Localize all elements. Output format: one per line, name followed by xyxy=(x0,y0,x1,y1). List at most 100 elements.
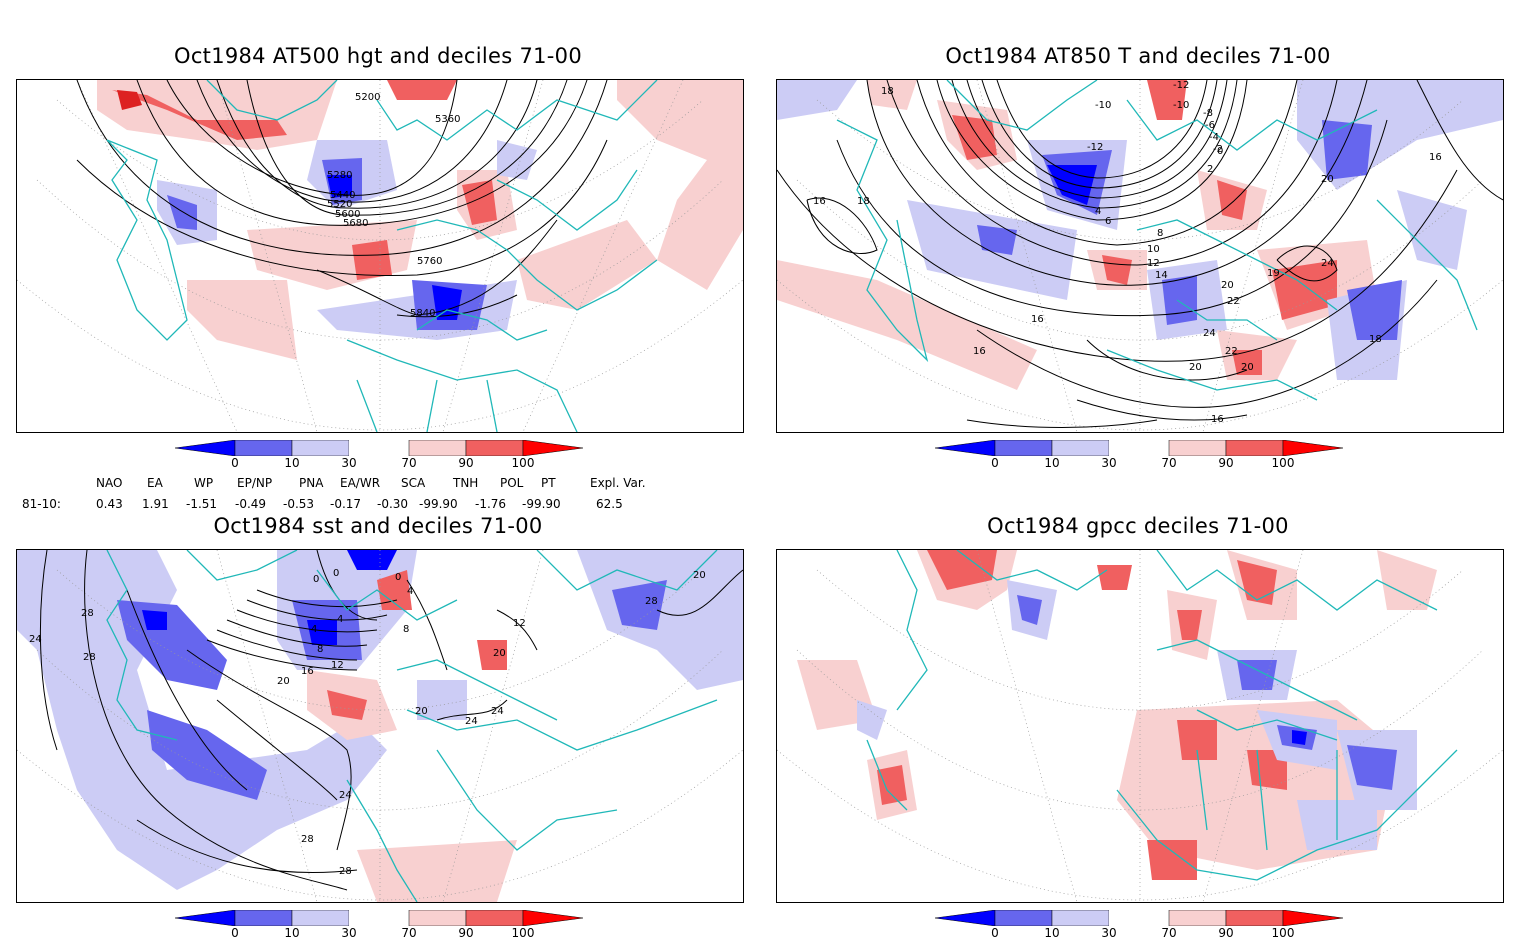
panel-4-map xyxy=(776,549,1504,903)
svg-text:5200: 5200 xyxy=(355,92,380,103)
index-value: 62.5 xyxy=(596,497,623,511)
colorbar-tick: 100 xyxy=(511,456,535,470)
svg-text:8: 8 xyxy=(317,644,323,655)
index-value: -99.90 xyxy=(419,497,458,511)
svg-text:20: 20 xyxy=(693,570,706,581)
panel-1-map: 5200 5360 5280 5440 5520 5600 5680 5760 … xyxy=(16,79,744,433)
coastlines xyxy=(836,80,1478,401)
svg-text:22: 22 xyxy=(1225,346,1238,357)
svg-text:20: 20 xyxy=(415,706,428,717)
svg-text:28: 28 xyxy=(339,866,352,877)
svg-text:4: 4 xyxy=(311,624,317,635)
colorbar-panel-1: 0 10 30 70 90 100 xyxy=(174,439,595,476)
anomaly-positive-area xyxy=(477,640,507,670)
colorbar-tick: 30 xyxy=(1101,926,1117,940)
svg-text:4: 4 xyxy=(1095,206,1101,217)
anomaly-negative-area xyxy=(17,550,387,890)
colorbar-tick: 100 xyxy=(1271,456,1295,470)
index-header: EA/WR xyxy=(340,476,381,490)
svg-text:22: 22 xyxy=(1227,296,1240,307)
anomaly-min-area xyxy=(327,175,352,198)
contour-labels: 18 -12 -10 -8 -6 -4 -2 0 -10 -12 2 4 6 8… xyxy=(813,80,1442,425)
svg-text:0: 0 xyxy=(1217,146,1223,157)
colorbar-tick: 0 xyxy=(991,926,999,940)
teleconnection-index-table: NAO EA WP EP/NP PNA EA/WR SCA TNH POL PT… xyxy=(0,474,760,514)
index-header: PNA xyxy=(299,476,324,490)
svg-text:18: 18 xyxy=(881,86,894,97)
graticule xyxy=(17,550,743,902)
colorbar-tick: 10 xyxy=(1044,456,1060,470)
svg-text:14: 14 xyxy=(1155,270,1168,281)
anomaly-high-area xyxy=(1237,560,1277,605)
contour-lines xyxy=(76,80,608,318)
svg-text:16: 16 xyxy=(813,196,826,207)
colorbar-tick: 30 xyxy=(341,456,357,470)
svg-text:10: 10 xyxy=(1147,244,1160,255)
anomaly-high-area xyxy=(877,765,907,805)
index-value: -1.76 xyxy=(475,497,507,511)
svg-text:5520: 5520 xyxy=(327,199,352,210)
svg-text:20: 20 xyxy=(1321,174,1334,185)
svg-text:8: 8 xyxy=(403,624,409,635)
svg-text:5760: 5760 xyxy=(417,256,442,267)
anomaly-min-area xyxy=(1292,730,1307,745)
anomaly-negative-area xyxy=(577,550,743,690)
anomaly-high-area xyxy=(927,550,997,590)
svg-text:-12: -12 xyxy=(1087,142,1103,153)
svg-text:12: 12 xyxy=(1147,258,1160,269)
svg-text:0: 0 xyxy=(333,568,339,579)
graticule xyxy=(17,80,743,432)
svg-text:28: 28 xyxy=(83,652,96,663)
index-value: -0.17 xyxy=(330,497,362,511)
panel-4-title: Oct1984 gpcc deciles 71-00 xyxy=(987,514,1289,538)
svg-text:2: 2 xyxy=(1207,164,1213,175)
anomaly-high-area xyxy=(1177,610,1202,640)
anomaly-high-area xyxy=(1097,565,1132,590)
svg-text:5440: 5440 xyxy=(330,190,355,201)
svg-text:5680: 5680 xyxy=(343,218,368,229)
svg-text:28: 28 xyxy=(301,834,314,845)
anomaly-min-area xyxy=(307,620,337,645)
colorbar-panel-3: 0 10 30 70 90 100 xyxy=(174,909,595,946)
anomaly-low-area xyxy=(117,600,227,690)
svg-text:-10: -10 xyxy=(1173,100,1189,111)
index-value: -0.30 xyxy=(377,497,409,511)
anomaly-min-area xyxy=(1047,165,1097,205)
anomaly-high-area xyxy=(1217,180,1247,220)
anomaly-positive-area xyxy=(1377,550,1437,610)
index-header: TNH xyxy=(453,476,479,490)
colorbar-tick: 90 xyxy=(458,926,474,940)
svg-text:24: 24 xyxy=(339,790,352,801)
colorbar-tick: 100 xyxy=(1271,926,1295,940)
anomaly-positive-area xyxy=(387,80,457,100)
colorbar-tick: 30 xyxy=(341,926,357,940)
anomaly-high-area xyxy=(117,90,142,110)
colorbar-tick: 90 xyxy=(458,456,474,470)
index-value: -1.51 xyxy=(186,497,218,511)
anomaly-positive-area xyxy=(357,840,517,902)
anomaly-high-area xyxy=(1177,720,1217,760)
contour-lines xyxy=(39,550,743,891)
anomaly-high-area xyxy=(1147,80,1187,120)
svg-text:-8: -8 xyxy=(1203,108,1213,119)
anomaly-high-area xyxy=(352,240,392,280)
svg-text:16: 16 xyxy=(1031,314,1044,325)
anomaly-low-area xyxy=(1322,120,1372,180)
anomaly-high-area xyxy=(327,690,367,720)
svg-text:5360: 5360 xyxy=(435,114,460,125)
svg-text:4: 4 xyxy=(407,586,413,597)
index-value: -99.90 xyxy=(522,497,561,511)
index-header: EA xyxy=(147,476,163,490)
colorbar-tick: 70 xyxy=(401,926,417,940)
colorbar-tick: 0 xyxy=(991,456,999,470)
anomaly-low-area xyxy=(147,710,267,800)
index-value: 1.91 xyxy=(142,497,169,511)
coastlines xyxy=(106,80,658,432)
svg-text:24: 24 xyxy=(1203,328,1216,339)
svg-text:0: 0 xyxy=(313,574,319,585)
svg-text:-2: -2 xyxy=(1213,144,1223,155)
anomaly-min-area xyxy=(347,550,397,570)
anomaly-high-area xyxy=(112,90,287,140)
colorbar-tick: 0 xyxy=(231,926,239,940)
anomaly-low-area xyxy=(612,580,667,630)
